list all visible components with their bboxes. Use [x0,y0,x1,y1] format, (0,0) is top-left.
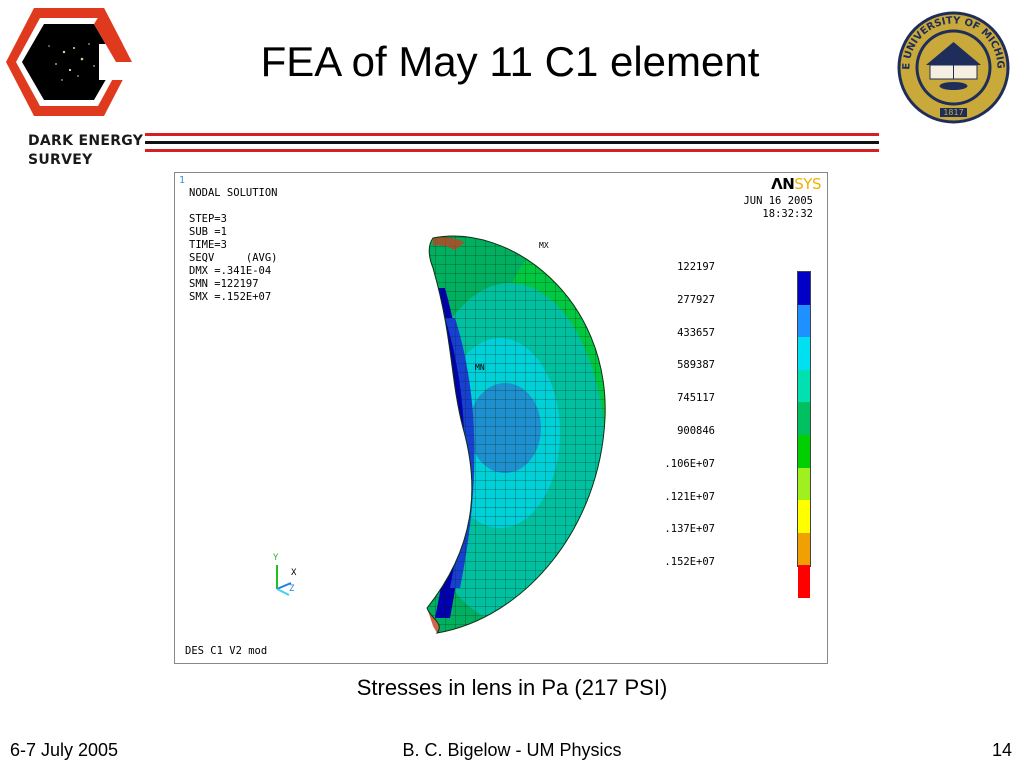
legend-value: 433657 [677,326,715,339]
solution-info: NODAL SOLUTION STEP=3 SUB =1 TIME=3 SEQV (A… [189,187,278,304]
header-rule-red-bottom [145,149,879,152]
min-marker: MN [475,363,485,372]
info-line: SMN =122197 [189,278,259,290]
des-wordmark: DARK ENERGY SURVEY [28,132,143,170]
legend-swatch [798,500,810,533]
svg-text:1817: 1817 [943,108,963,117]
info-line: NODAL SOLUTION [189,187,278,199]
legend-swatch [798,304,810,338]
axis-z-label: Z [289,584,295,594]
plot-date: JUN 16 2005 [743,195,813,207]
model-label: DES C1 V2 mod [185,645,268,657]
axis-triad [276,565,292,596]
lens-stress-plot [426,235,606,634]
legend-swatch [798,532,810,566]
fea-plot: 1 NODAL SOLUTION STEP=3 SUB =1 TIME=3 SEQV … [174,172,828,664]
legend-value: 589387 [677,359,715,372]
legend-value: .137E+07 [664,523,715,536]
legend-swatch [798,467,810,501]
des-line-2: SURVEY [28,152,93,168]
axis-x-label: X [291,568,297,578]
footer-author: B. C. Bigelow - UM Physics [402,740,622,760]
legend-value: .152E+07 [664,556,715,569]
legend-swatch [798,337,810,370]
legend-value: .106E+07 [664,457,715,470]
legend-swatch [798,565,810,598]
timestamp: JUN 16 2005 18:32:32 [743,195,813,221]
figure-caption: Stresses in lens in Pa (217 PSI) [356,675,668,700]
legend-swatch [798,272,810,305]
slide-number: 14 [991,740,1012,760]
legend-color-bar [797,271,811,598]
ansys-logo: ΛNSYS [771,175,821,193]
frame-number: 1 [179,175,186,186]
legend-swatch [798,402,810,435]
des-line-1: DARK ENERGY [28,133,144,149]
info-line: DMX =.341E-04 [189,265,272,277]
info-line: SUB =1 [189,226,227,238]
header-rule-red-top [145,133,879,136]
axis-y-label: Y [273,553,279,563]
legend-swatch [798,369,810,403]
info-line: TIME=3 [189,239,227,251]
footer-date: 6-7 July 2005 [10,740,119,760]
info-line: SEQV (AVG) [189,252,278,264]
des-logo [6,8,134,116]
plot-time: 18:32:32 [762,208,813,220]
legend-swatch [798,434,810,468]
info-line: SMX =.152E+07 [189,291,272,303]
header-rule-black [145,141,879,144]
slide-title: FEA of May 11 C1 element [260,38,760,85]
info-line: STEP=3 [189,213,227,225]
legend-value: 745117 [677,392,715,405]
legend-value: .121E+07 [664,490,715,503]
university-seal: THE UNIVERSITY OF MICHIGAN 1817 [896,10,1010,124]
info-line [189,200,278,213]
legend-value: 900846 [677,425,715,437]
max-marker: MX [539,241,549,250]
legend-value: 122197 [677,261,715,273]
legend-value: 277927 [677,293,715,306]
